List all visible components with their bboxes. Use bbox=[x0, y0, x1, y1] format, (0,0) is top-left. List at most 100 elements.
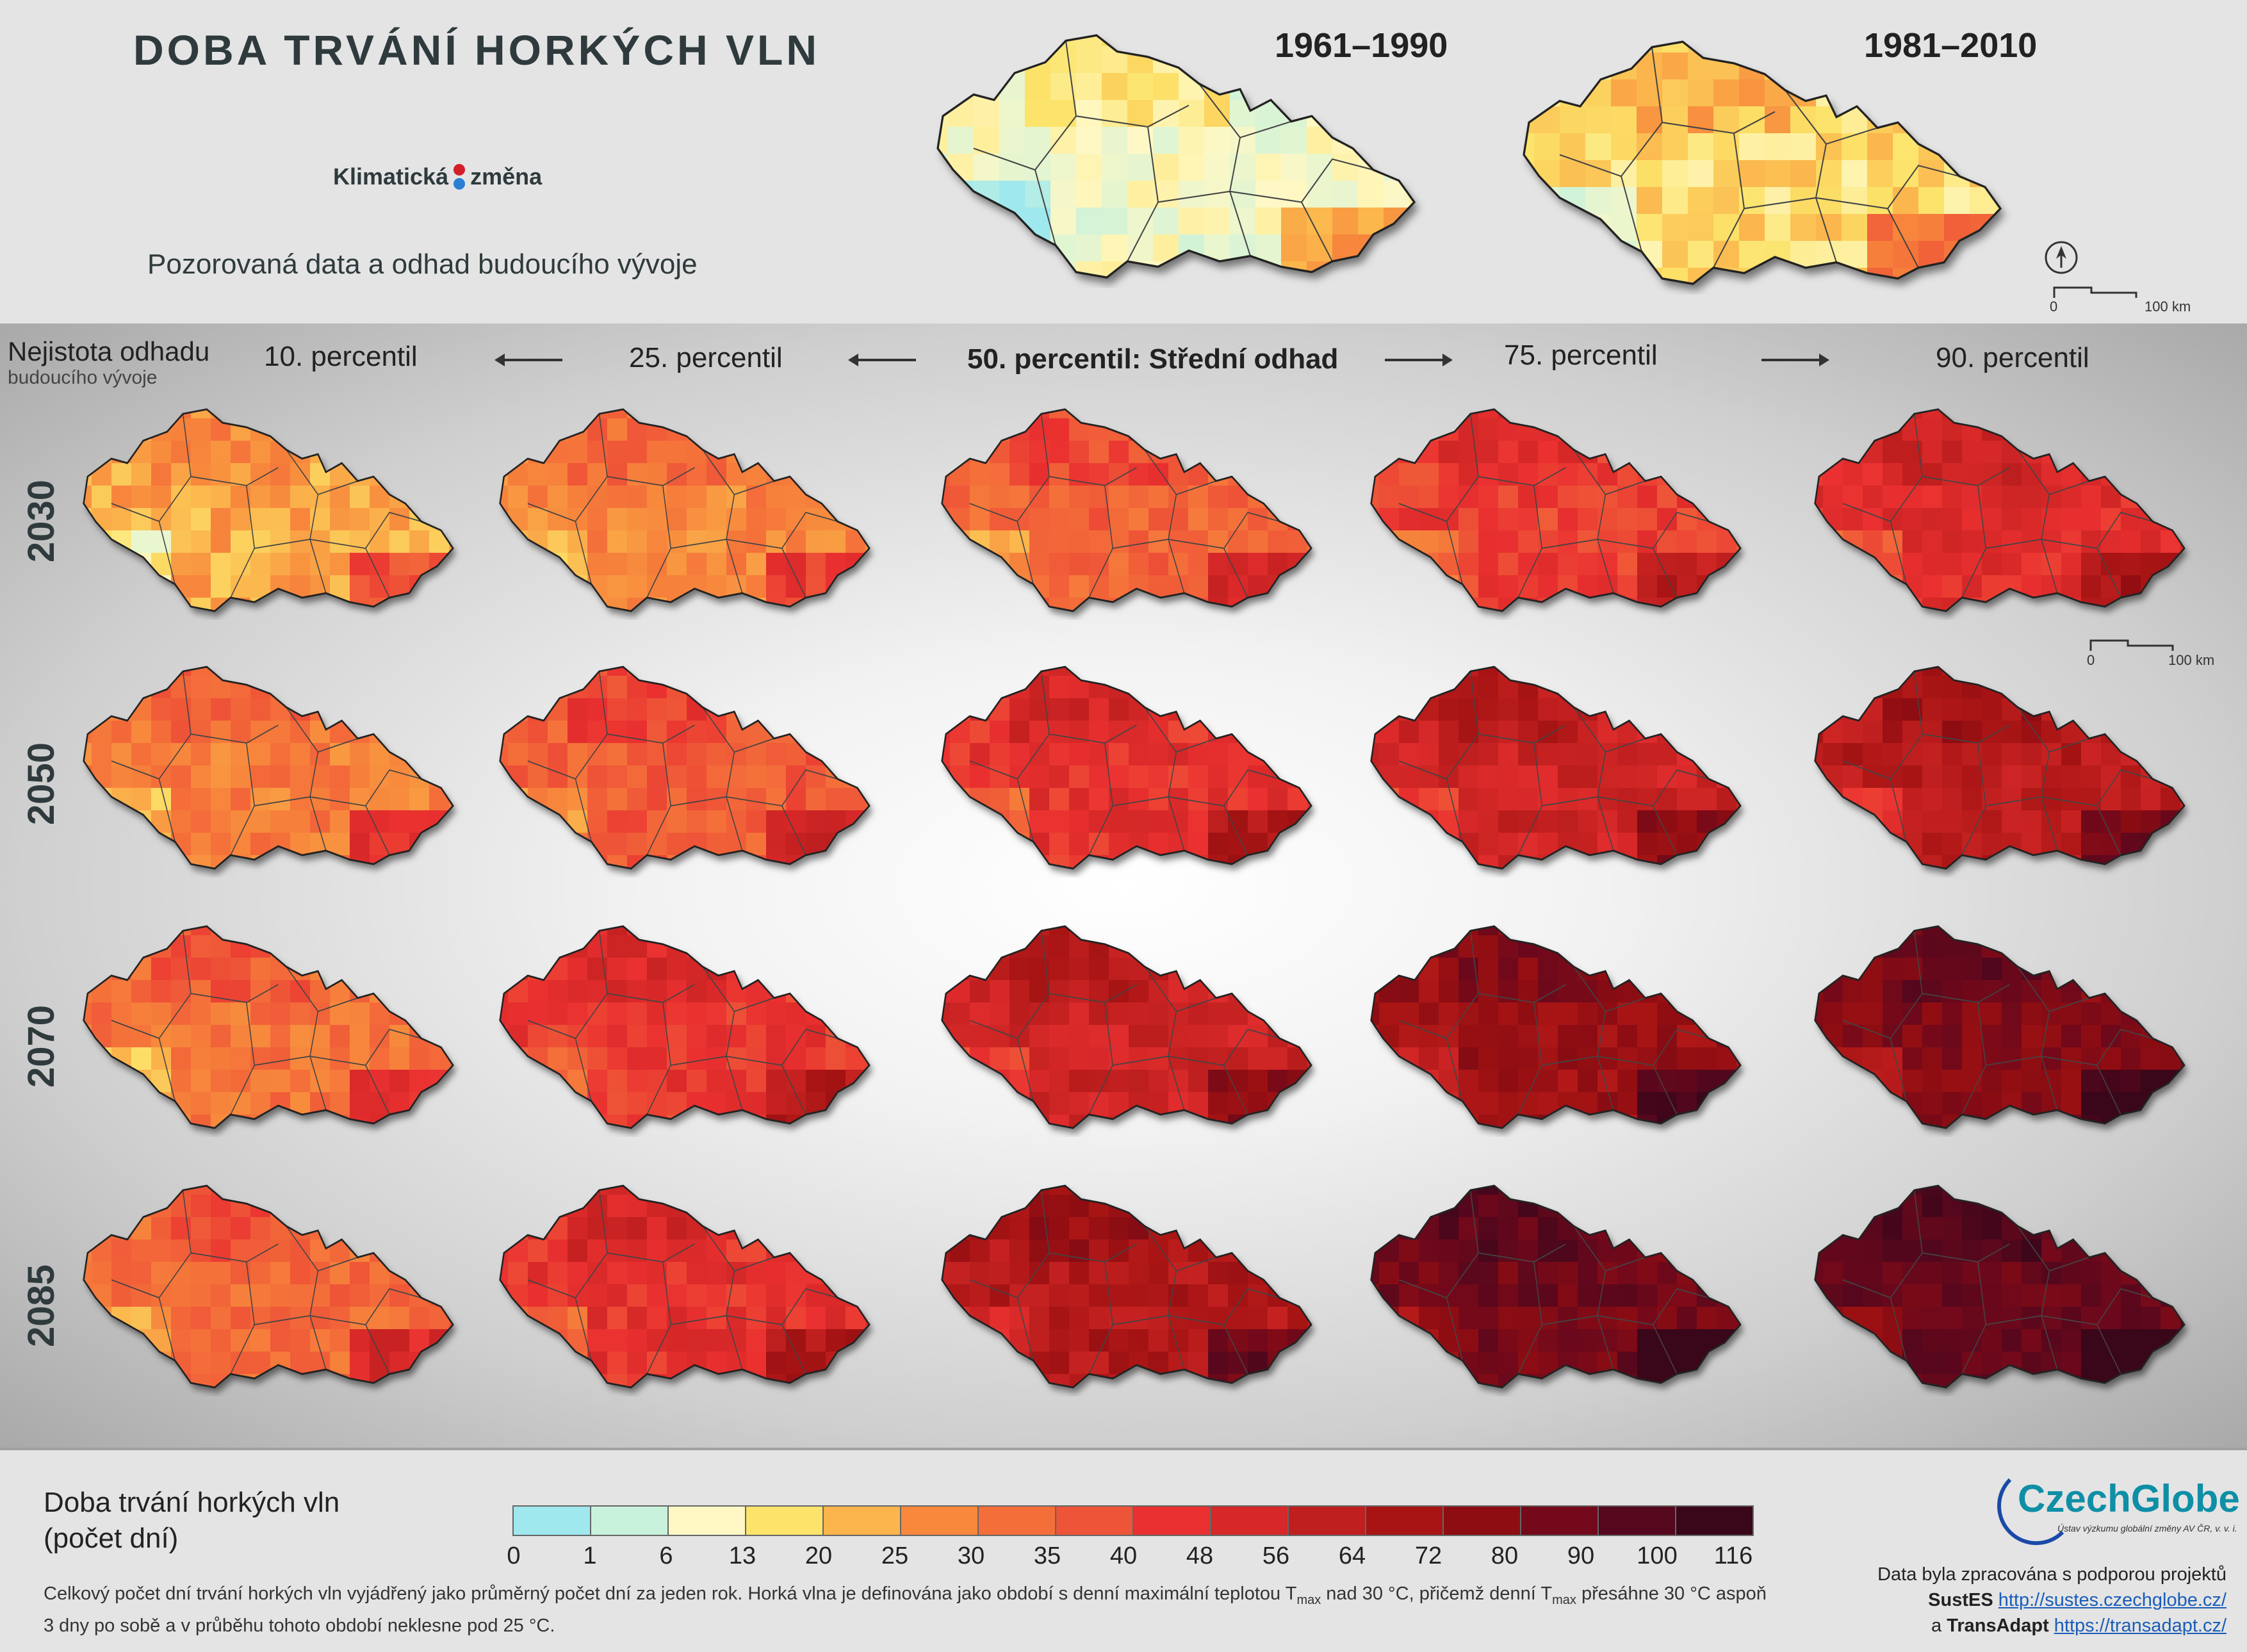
arrow-left-icon-2 bbox=[848, 354, 916, 366]
legend-tick-35: 35 bbox=[1033, 1542, 1061, 1569]
north-arrow-icon bbox=[2045, 241, 2078, 274]
map-2050-p90 bbox=[1814, 666, 2186, 870]
map-2050-p75 bbox=[1370, 666, 1742, 870]
footer-panel bbox=[0, 1448, 2247, 1652]
credits-line-3: a TransAdapt https://transadapt.cz/ bbox=[1778, 1613, 2227, 1639]
legend-tick-20: 20 bbox=[805, 1542, 833, 1569]
map-2030-p10 bbox=[83, 408, 454, 612]
map-2085-p50 bbox=[941, 1184, 1312, 1389]
legend-swatch-12 bbox=[1442, 1505, 1520, 1536]
czechglobe-brand: CzechGlobe bbox=[2018, 1477, 2240, 1520]
logo-dots-icon bbox=[453, 164, 466, 190]
map-2085-p10 bbox=[83, 1184, 454, 1389]
description-sub-1: max bbox=[1296, 1592, 1321, 1607]
czechglobe-logo-icon bbox=[1997, 1467, 2075, 1545]
legend-tick-6: 6 bbox=[659, 1542, 673, 1569]
legend-tick-116: 116 bbox=[1713, 1542, 1753, 1569]
legend-swatch-7 bbox=[1055, 1505, 1132, 1536]
scale-bar-top bbox=[2053, 286, 2137, 298]
legend-swatch-11 bbox=[1365, 1505, 1442, 1536]
legend-swatch-2 bbox=[667, 1505, 745, 1536]
legend-tick-56: 56 bbox=[1262, 1542, 1290, 1569]
arrow-left-icon-1 bbox=[494, 354, 562, 366]
map-2050-p50 bbox=[941, 666, 1312, 870]
logo-text-1: Klimatická bbox=[333, 163, 449, 190]
map-observed-1981-2010 bbox=[1523, 40, 2002, 285]
period-label-1961-1990: 1961–1990 bbox=[1275, 26, 1448, 65]
arrow-right-icon-2 bbox=[1761, 354, 1829, 366]
legend-swatch-8 bbox=[1132, 1505, 1210, 1536]
credits-line-1: Data byla zpracována s podporou projektů bbox=[1877, 1564, 2227, 1585]
project-transadapt: TransAdapt bbox=[1947, 1615, 2049, 1636]
sustes-link[interactable]: http://sustes.czechglobe.cz/ bbox=[1998, 1590, 2227, 1610]
period-label-1981-2010: 1981–2010 bbox=[1864, 26, 2038, 65]
legend-swatch-4 bbox=[822, 1505, 900, 1536]
color-legend bbox=[512, 1505, 1754, 1536]
legend-swatch-3 bbox=[745, 1505, 822, 1536]
credits-line-2: SustES http://sustes.czechglobe.cz/ bbox=[1778, 1587, 2227, 1613]
legend-swatch-9 bbox=[1210, 1505, 1287, 1536]
uncertainty-line-1: Nejistota odhadu bbox=[8, 336, 210, 366]
scale-label-grid: 100 km bbox=[2168, 652, 2215, 668]
czechglobe-subtitle: Ústav výzkumu globální změny AV ČR, v. v… bbox=[2057, 1523, 2237, 1533]
year-label-2050: 2050 bbox=[20, 742, 63, 826]
description-part-3: přesáhne 30 °C aspoň 3 dny po sobě a v p… bbox=[44, 1583, 1767, 1636]
logo-text-2: změna bbox=[470, 163, 543, 190]
legend-tick-72: 72 bbox=[1414, 1542, 1442, 1569]
description-part-1: Celkový počet dní trvání horkých vln vyj… bbox=[44, 1583, 1297, 1604]
legend-swatch-0 bbox=[512, 1505, 590, 1536]
project-sustes: SustES bbox=[1928, 1590, 1993, 1610]
map-2070-p75 bbox=[1370, 925, 1742, 1129]
column-header-p10: 10. percentil bbox=[264, 341, 418, 372]
credits-and: a bbox=[1931, 1615, 1942, 1636]
legend-title: Doba trvání horkých vln (počet dní) bbox=[44, 1485, 339, 1557]
legend-tick-90: 90 bbox=[1567, 1542, 1595, 1569]
map-2030-p25 bbox=[499, 408, 870, 612]
legend-ticks: 0 1 6 13 20 25 30 35 40 48 56 64 72 80 90 100 116 bbox=[507, 1542, 1753, 1574]
scale-label-top: 100 km bbox=[2145, 299, 2191, 315]
legend-swatch-10 bbox=[1287, 1505, 1365, 1536]
uncertainty-line-2: budoucího vývoje bbox=[8, 367, 158, 388]
legend-swatch-5 bbox=[900, 1505, 977, 1536]
map-observed-1961-1990 bbox=[936, 34, 1416, 279]
map-2070-p90 bbox=[1814, 925, 2186, 1129]
legend-tick-64: 64 bbox=[1338, 1542, 1366, 1569]
map-2085-p75 bbox=[1370, 1184, 1742, 1389]
column-header-p75: 75. percentil bbox=[1504, 339, 1658, 371]
legend-tick-25: 25 bbox=[881, 1542, 909, 1569]
map-2085-p90 bbox=[1814, 1184, 2186, 1389]
map-2030-p50 bbox=[941, 408, 1312, 612]
legend-tick-1: 1 bbox=[583, 1542, 597, 1569]
arrow-right-icon-1 bbox=[1385, 354, 1453, 366]
legend-swatch-6 bbox=[977, 1505, 1055, 1536]
column-header-p50: 50. percentil: Střední odhad bbox=[967, 343, 1339, 375]
legend-tick-30: 30 bbox=[957, 1542, 985, 1569]
legend-swatch-1 bbox=[590, 1505, 667, 1536]
description-text: Celkový počet dní trvání horkých vln vyj… bbox=[44, 1581, 1773, 1639]
uncertainty-label: Nejistota odhadu budoucího vývoje bbox=[8, 336, 209, 389]
legend-title-line-2: (počet dní) bbox=[44, 1523, 179, 1554]
map-2030-p90 bbox=[1814, 408, 2186, 612]
description-part-2: nad 30 °C, přičemž denní T bbox=[1321, 1583, 1553, 1604]
map-2085-p25 bbox=[499, 1184, 870, 1389]
legend-tick-100: 100 bbox=[1637, 1542, 1678, 1569]
credits: Data byla zpracována s podporou projektů… bbox=[1778, 1562, 2227, 1639]
transadapt-link[interactable]: https://transadapt.cz/ bbox=[2054, 1615, 2227, 1636]
scale-zero-grid: 0 bbox=[2087, 652, 2095, 668]
legend-tick-48: 48 bbox=[1186, 1542, 1214, 1569]
map-2050-p25 bbox=[499, 666, 870, 870]
column-header-p90: 90. percentil bbox=[1936, 342, 2089, 373]
year-label-2070: 2070 bbox=[20, 1004, 63, 1088]
year-label-2030: 2030 bbox=[20, 479, 63, 563]
map-2050-p10 bbox=[83, 666, 454, 870]
scale-zero-top: 0 bbox=[2050, 299, 2058, 315]
map-2070-p50 bbox=[941, 925, 1312, 1129]
legend-tick-40: 40 bbox=[1109, 1542, 1138, 1569]
legend-swatch-13 bbox=[1520, 1505, 1597, 1536]
map-2030-p75 bbox=[1370, 408, 1742, 612]
description-sub-2: max bbox=[1552, 1592, 1576, 1607]
year-label-2085: 2085 bbox=[20, 1264, 63, 1348]
legend-title-line-1: Doba trvání horkých vln bbox=[44, 1487, 340, 1518]
legend-tick-80: 80 bbox=[1491, 1542, 1519, 1569]
legend-tick-13: 13 bbox=[728, 1542, 756, 1569]
